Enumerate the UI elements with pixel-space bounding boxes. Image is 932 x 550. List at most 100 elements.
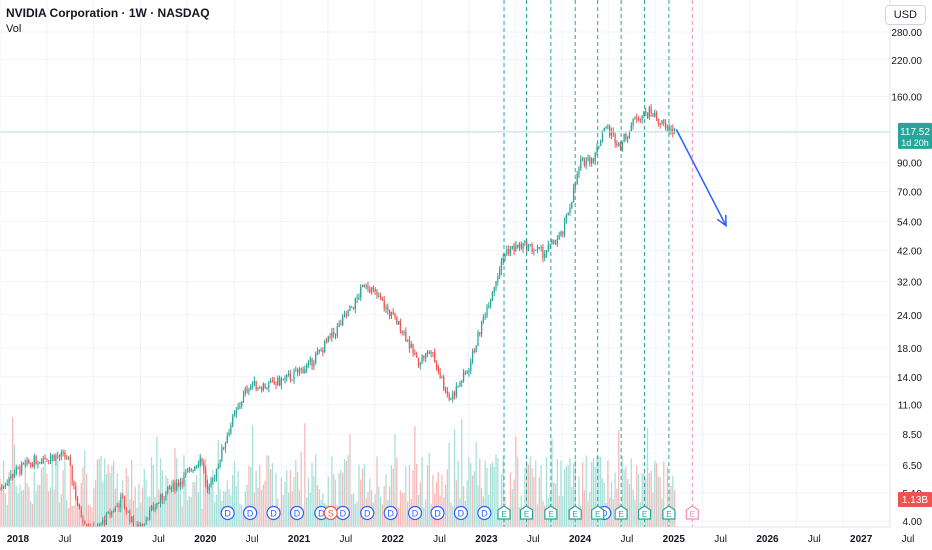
candle-body (201, 458, 203, 463)
candle-body (172, 482, 174, 489)
volume-bar (306, 497, 308, 527)
candle-body (448, 393, 450, 400)
candle-body (462, 372, 465, 382)
candle-body (437, 366, 439, 373)
dividend-marker[interactable] (383, 505, 398, 521)
projection-arrow-line[interactable] (675, 129, 727, 227)
volume-bar (268, 455, 270, 527)
price-tick-label: 32.00 (897, 278, 922, 289)
time-tick-label: 2019 (101, 534, 124, 545)
earnings-marker[interactable] (519, 505, 534, 520)
split-marker[interactable] (323, 505, 338, 521)
candle-body (428, 351, 430, 354)
dividend-marker[interactable] (453, 505, 469, 521)
time-tick-label: 2021 (288, 534, 311, 545)
dividend-marker-label: D (364, 509, 371, 519)
volume-bar (232, 475, 234, 527)
candle-body (33, 456, 35, 468)
dividend-marker[interactable] (289, 505, 305, 521)
candle-body (241, 402, 243, 406)
bar-countdown: 1d 20h (901, 138, 929, 148)
currency-button[interactable]: USD (884, 5, 926, 25)
time-tick-label: Jul (527, 534, 540, 545)
volume-bar (55, 464, 57, 527)
candle-body (204, 469, 207, 483)
candle-body (224, 442, 227, 449)
dividend-marker[interactable] (266, 505, 281, 521)
volume-bar (646, 428, 649, 527)
candle-body (280, 379, 283, 386)
volume-bar (390, 465, 393, 527)
candle-body (333, 331, 335, 335)
time-axis[interactable] (0, 527, 890, 550)
volume-bar (67, 507, 70, 527)
earnings-marker[interactable] (591, 505, 605, 520)
candle-body (385, 306, 387, 309)
earnings-marker[interactable] (637, 505, 652, 520)
volume-bar (76, 499, 79, 527)
candle-body (345, 314, 347, 316)
symbol-title[interactable]: NVIDIA Corporation · 1W · NASDAQ (6, 6, 210, 20)
candle-body (610, 131, 613, 136)
candle-body (342, 316, 344, 325)
candle-body (664, 123, 667, 128)
earnings-marker[interactable] (544, 505, 558, 520)
price-axis[interactable] (890, 0, 932, 550)
volume-bar (21, 490, 23, 527)
candle-body (441, 377, 443, 379)
dividend-marker-label: D (387, 509, 394, 519)
candle-body (158, 502, 160, 504)
candle-body (291, 379, 293, 381)
candle-body (609, 126, 611, 136)
candle-body (246, 388, 248, 392)
candle-body (646, 112, 649, 118)
dividend-marker[interactable] (430, 505, 445, 521)
earnings-marker[interactable] (568, 505, 582, 520)
volume-bar (333, 474, 335, 527)
candle-body (553, 240, 555, 245)
candle-body (125, 507, 127, 512)
candle-body (616, 143, 618, 146)
dividend-marker-label: D (224, 509, 231, 519)
dividend-marker[interactable] (243, 505, 258, 521)
dividend-marker[interactable] (407, 505, 423, 521)
volume-bar (495, 454, 497, 527)
candle-body (194, 466, 196, 471)
candle-body (563, 220, 566, 235)
candle-body (639, 119, 641, 121)
earnings-marker[interactable] (662, 505, 676, 520)
earnings-marker[interactable] (614, 505, 628, 520)
volume-bar (201, 508, 203, 527)
candle-body (466, 372, 468, 374)
candle-body (489, 299, 492, 306)
volume-bar (471, 475, 474, 527)
candle-body (585, 160, 587, 166)
candle-body (572, 187, 575, 202)
candle-body (58, 456, 61, 458)
candle-body (239, 405, 241, 407)
time-tick-label: Jul (902, 534, 915, 545)
dividend-marker[interactable] (360, 505, 375, 521)
candle-body (13, 473, 16, 477)
volume-bar (385, 473, 387, 527)
candle-body (601, 131, 604, 141)
earnings-marker[interactable] (497, 505, 511, 520)
volume-bar (195, 474, 198, 527)
volume-indicator-label[interactable]: Vol (6, 23, 22, 35)
projection-arrow-head[interactable] (716, 214, 727, 228)
candle-body (535, 249, 537, 251)
volume-bar (648, 473, 650, 527)
candle-body (540, 247, 542, 249)
volume-bar (147, 496, 149, 527)
candle-body (502, 258, 504, 261)
dividend-marker[interactable] (220, 505, 235, 521)
candle-body (497, 276, 499, 282)
time-tick-label: 2018 (7, 534, 30, 545)
volume-bar (28, 486, 30, 527)
future-earnings-marker[interactable] (685, 505, 699, 520)
candle-body (60, 452, 62, 457)
candle-body (405, 331, 407, 342)
candle-body (459, 382, 461, 386)
dividend-marker[interactable] (477, 505, 492, 521)
